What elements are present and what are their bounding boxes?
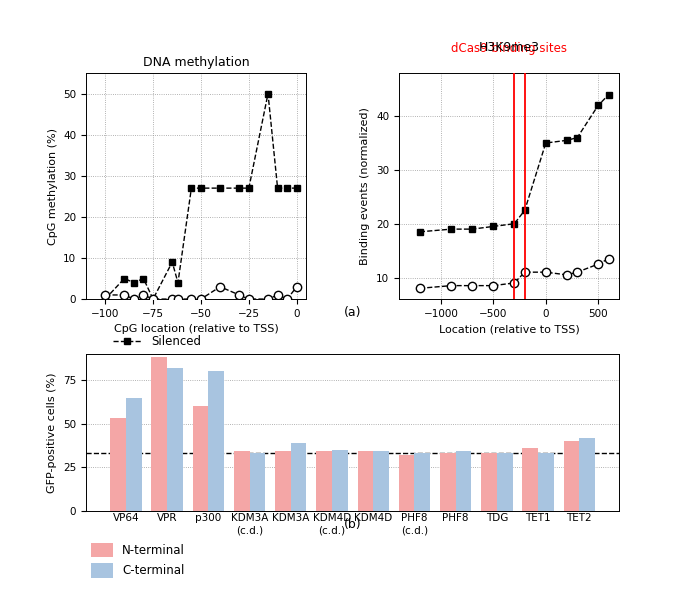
Bar	[455, 451, 471, 511]
Bar	[538, 453, 554, 511]
Text: dCas9 binding sites: dCas9 binding sites	[451, 42, 567, 55]
Text: (A): (A)	[187, 357, 205, 370]
Bar	[563, 441, 579, 511]
Text: (B): (B)	[500, 357, 518, 370]
Bar	[414, 453, 430, 511]
Title: H3K9me3: H3K9me3	[479, 41, 539, 54]
Bar	[208, 371, 224, 511]
Bar	[167, 368, 183, 511]
Text: (b): (b)	[344, 518, 361, 530]
Title: DNA methylation: DNA methylation	[143, 56, 250, 69]
Legend: N-terminal, C-terminal: N-terminal, C-terminal	[87, 538, 190, 582]
Bar	[358, 451, 373, 511]
Bar	[399, 455, 414, 511]
Bar	[291, 443, 306, 511]
Bar	[126, 398, 142, 511]
Bar	[250, 453, 265, 511]
Bar	[440, 453, 455, 511]
X-axis label: CpG location (relative to TSS): CpG location (relative to TSS)	[114, 325, 279, 334]
X-axis label: Location (relative to TSS): Location (relative to TSS)	[439, 325, 579, 334]
Bar	[234, 451, 250, 511]
Bar	[151, 357, 167, 511]
Text: (a): (a)	[344, 306, 361, 319]
Bar	[579, 437, 595, 511]
Bar	[522, 448, 538, 511]
Bar	[316, 451, 332, 511]
Bar	[110, 418, 126, 511]
Bar	[497, 453, 513, 511]
Bar	[193, 406, 208, 511]
Bar	[332, 449, 347, 511]
Y-axis label: GFP-positive cells (%): GFP-positive cells (%)	[47, 372, 58, 493]
Bar	[373, 451, 389, 511]
Bar	[481, 453, 497, 511]
Bar	[275, 451, 291, 511]
Y-axis label: CpG methylation (%): CpG methylation (%)	[47, 127, 58, 245]
Y-axis label: Binding events (normalized): Binding events (normalized)	[361, 107, 370, 265]
Legend: Silenced, Untreated: Silenced, Untreated	[108, 330, 216, 371]
